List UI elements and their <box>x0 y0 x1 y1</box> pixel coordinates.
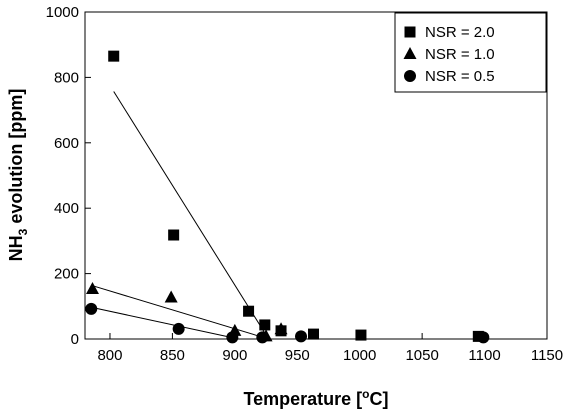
data-point-circle <box>172 322 185 335</box>
data-point-triangle <box>274 322 288 335</box>
data-point-circle <box>295 330 308 343</box>
x-tick-label: 950 <box>285 347 310 364</box>
legend-marker-circle <box>404 70 416 82</box>
x-tick-label: 1050 <box>405 347 438 364</box>
data-point-square <box>168 229 180 241</box>
y-tick-label: 200 <box>54 266 79 283</box>
data-point-square <box>243 305 255 317</box>
legend-label: NSR = 1.0 <box>425 46 495 63</box>
data-point-circle <box>477 331 490 344</box>
legend: NSR = 2.0 NSR = 1.0 NSR = 0.5 <box>394 12 547 93</box>
x-tick-label: 850 <box>160 347 185 364</box>
data-markers <box>85 50 490 344</box>
x-tick-label: 1000 <box>343 347 376 364</box>
legend-label: NSR = 2.0 <box>425 24 495 41</box>
y-tick-label: 600 <box>54 135 79 152</box>
data-point-triangle <box>85 281 99 294</box>
data-point-circle <box>226 331 239 344</box>
x-axis: 800 850 900 950 1000 1050 1100 1150 <box>97 333 563 364</box>
y-tick-label: 1000 <box>46 4 79 21</box>
y-tick-label: 400 <box>54 200 79 217</box>
legend-marker-triangle <box>403 47 417 59</box>
legend-label: NSR = 0.5 <box>425 68 495 85</box>
data-point-square <box>259 319 271 331</box>
y-axis: 0 200 400 600 800 1000 <box>46 4 91 348</box>
y-tick-label: 0 <box>71 331 79 348</box>
data-point-square <box>108 50 120 62</box>
data-point-square <box>308 328 320 340</box>
data-point-triangle <box>164 290 178 303</box>
x-tick-label: 1150 <box>531 347 563 364</box>
x-tick-label: 900 <box>222 347 247 364</box>
y-tick-label: 800 <box>54 69 79 86</box>
fit-line <box>92 285 269 340</box>
x-tick-label: 1100 <box>468 347 500 364</box>
fit-line <box>91 306 239 340</box>
fit-lines <box>91 91 269 340</box>
legend-box <box>394 12 547 93</box>
x-axis-title: Temperature [oC] <box>243 387 388 409</box>
data-point-square <box>355 329 367 341</box>
fit-line <box>113 91 269 340</box>
data-point-circle <box>85 302 98 315</box>
legend-marker-square <box>404 26 416 38</box>
x-tick-label: 800 <box>97 347 122 364</box>
y-axis-title: NH3 evolution [ppm] <box>6 89 30 262</box>
data-point-circle <box>256 331 269 344</box>
